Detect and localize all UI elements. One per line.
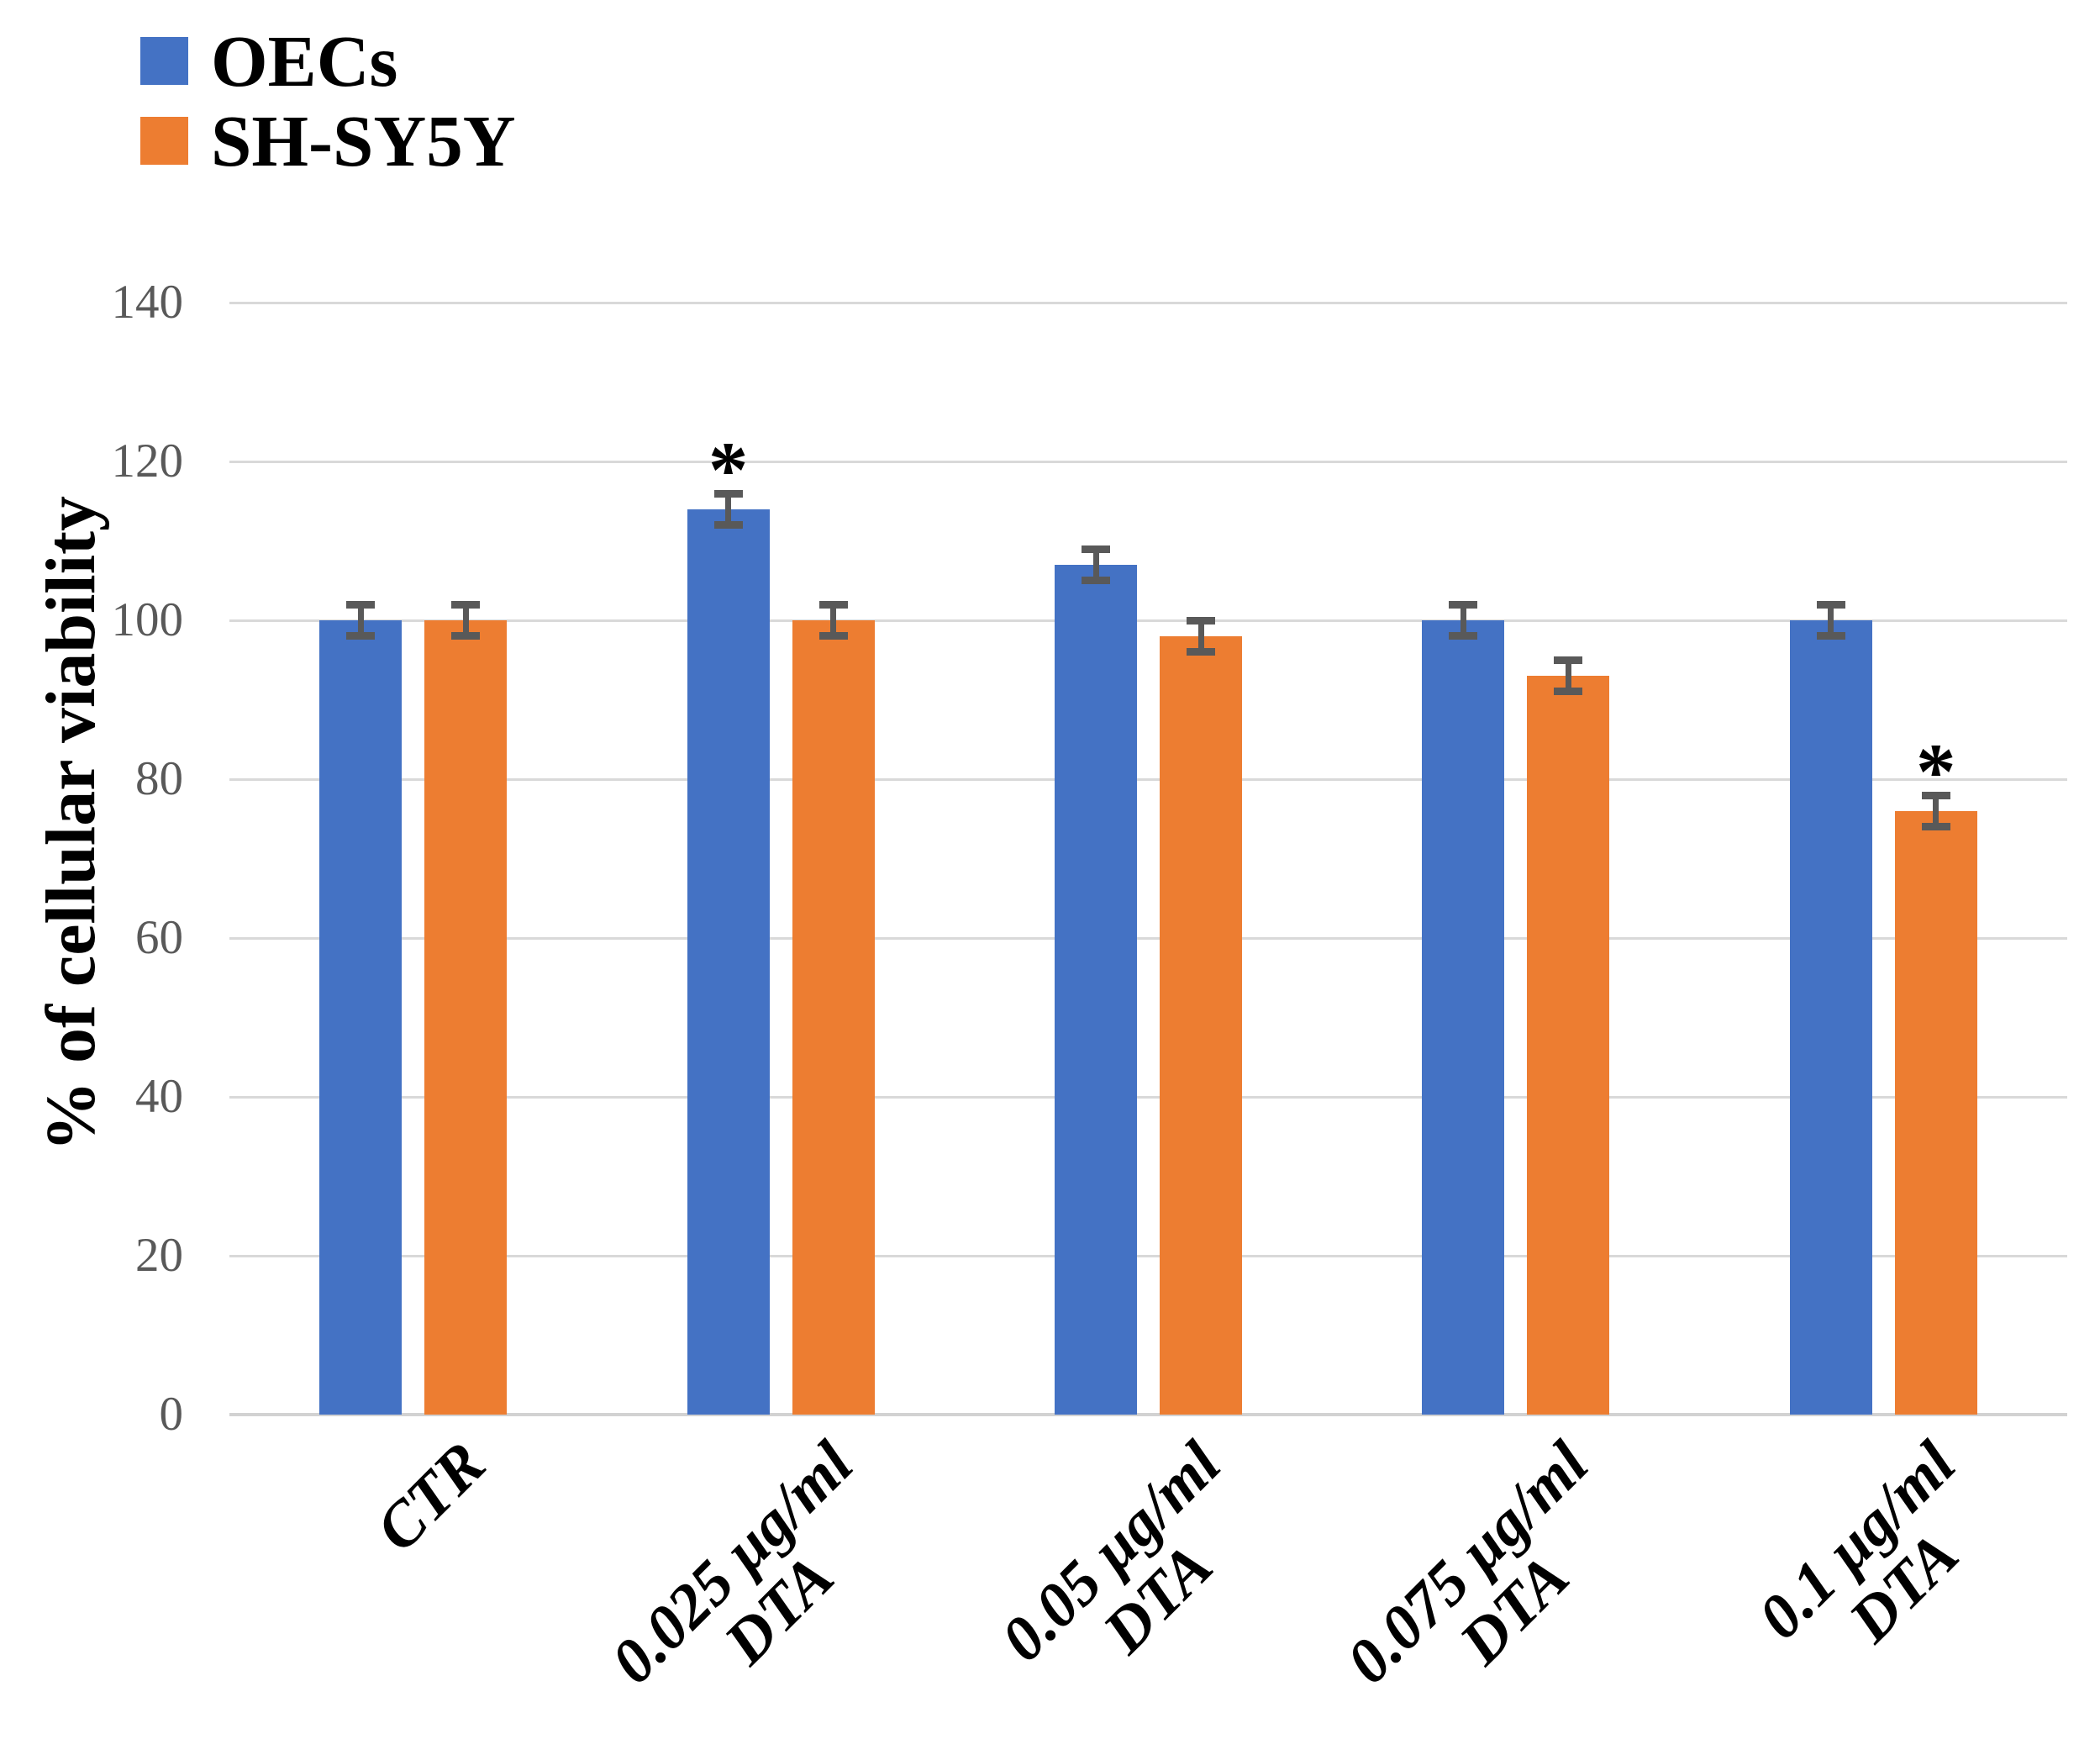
gridline-140	[229, 301, 2067, 304]
gridline-60	[229, 936, 2067, 940]
error-bar-cap-bottom-oecs-0.075-g-ml	[1449, 631, 1478, 640]
x-tick-label-0.025-g-ml: 0.025 µg/ml DTA	[598, 1429, 913, 1743]
bar-sh-sy5y-0.075-g-ml	[1527, 676, 1610, 1415]
y-tick-label-100: 100	[111, 593, 184, 646]
error-bar-cap-bottom-sh-sy5y-0.1-g-ml	[1921, 822, 1950, 830]
legend-item-oecs: OECs	[140, 21, 516, 101]
x-tick-label-0.05-g-ml: 0.05 µg/ml DTA	[988, 1429, 1280, 1721]
legend-label-shsy5y: SH-SY5Y	[211, 100, 516, 182]
error-bar-cap-top-sh-sy5y-ctr	[451, 601, 481, 609]
gridline-40	[229, 1095, 2067, 1099]
y-tick-label-80: 80	[135, 752, 183, 805]
error-bar-cap-bottom-oecs-ctr	[346, 631, 376, 640]
error-bar-oecs-0.075-g-ml	[1460, 604, 1466, 636]
error-bar-cap-bottom-sh-sy5y-ctr	[451, 631, 481, 640]
bar-sh-sy5y-0.05-g-ml	[1160, 635, 1242, 1415]
error-bar-cap-bottom-sh-sy5y-0.05-g-ml	[1187, 647, 1215, 656]
legend-swatch-oecs-icon	[140, 37, 188, 85]
x-axis-line	[229, 1413, 2067, 1416]
x-tick-label-ctr: CTR	[362, 1428, 499, 1565]
error-bar-cap-top-sh-sy5y-0.025-g-ml	[818, 601, 848, 609]
error-bar-sh-sy5y-0.075-g-ml	[1565, 660, 1571, 693]
error-bar-cap-bottom-sh-sy5y-0.075-g-ml	[1554, 688, 1583, 696]
bar-sh-sy5y-ctr	[424, 620, 508, 1415]
error-bar-oecs-0.1-g-ml	[1828, 604, 1834, 636]
x-tick-label-0.1-g-ml: 0.1 µg/ml DTA	[1745, 1429, 2015, 1699]
error-bar-cap-bottom-oecs-0.025-g-ml	[713, 520, 743, 529]
bar-oecs-ctr	[319, 620, 403, 1415]
error-bar-oecs-0.025-g-ml	[725, 493, 732, 525]
error-bar-cap-top-sh-sy5y-0.075-g-ml	[1554, 656, 1583, 665]
error-bar-cap-bottom-oecs-0.1-g-ml	[1816, 631, 1845, 640]
error-bar-cap-bottom-oecs-0.05-g-ml	[1082, 576, 1110, 584]
legend-swatch-shsy5y-icon	[140, 117, 188, 165]
bar-oecs-0.025-g-ml	[687, 509, 770, 1415]
error-bar-oecs-ctr	[357, 604, 364, 636]
error-bar-sh-sy5y-0.1-g-ml	[1933, 794, 1939, 827]
error-bar-cap-top-oecs-ctr	[346, 601, 376, 609]
gridline-80	[229, 777, 2067, 781]
error-bar-cap-top-sh-sy5y-0.1-g-ml	[1921, 791, 1950, 799]
y-tick-label-40: 40	[135, 1070, 183, 1123]
y-tick-label-0: 0	[159, 1388, 184, 1441]
gridline-120	[229, 460, 2067, 463]
bar-sh-sy5y-0.1-g-ml	[1894, 810, 1977, 1415]
legend: OECs SH-SY5Y	[140, 21, 516, 181]
error-bar-sh-sy5y-0.025-g-ml	[830, 604, 837, 636]
gridline-20	[229, 1254, 2067, 1257]
y-tick-label-120: 120	[111, 435, 184, 488]
y-tick-label-20: 20	[135, 1229, 183, 1282]
error-bar-cap-top-sh-sy5y-0.05-g-ml	[1187, 617, 1215, 625]
error-bar-cap-top-oecs-0.05-g-ml	[1082, 545, 1110, 553]
error-bar-cap-bottom-sh-sy5y-0.025-g-ml	[818, 631, 848, 640]
y-tick-label-140: 140	[111, 276, 184, 329]
bar-oecs-0.05-g-ml	[1055, 564, 1137, 1415]
legend-item-shsy5y: SH-SY5Y	[140, 101, 516, 181]
significance-asterisk-sh-sy5y-0.1-g-ml: *	[1916, 726, 1956, 816]
x-tick-label-ctr-line-1: CTR	[362, 1428, 499, 1565]
error-bar-cap-top-oecs-0.075-g-ml	[1449, 601, 1478, 609]
error-bar-cap-top-oecs-0.1-g-ml	[1816, 601, 1845, 609]
error-bar-sh-sy5y-ctr	[462, 604, 469, 636]
bar-oecs-0.075-g-ml	[1422, 620, 1505, 1415]
error-bar-cap-top-oecs-0.025-g-ml	[713, 489, 743, 498]
bar-oecs-0.1-g-ml	[1789, 620, 1872, 1415]
x-tick-label-0.075-g-ml: 0.075 µg/ml DTA	[1333, 1429, 1648, 1743]
gridline-100	[229, 619, 2067, 622]
error-bar-oecs-0.05-g-ml	[1092, 548, 1099, 581]
significance-asterisk-oecs-0.025-g-ml: *	[708, 424, 749, 514]
bar-sh-sy5y-0.025-g-ml	[792, 620, 875, 1415]
error-bar-sh-sy5y-0.05-g-ml	[1197, 620, 1204, 652]
y-tick-label-60: 60	[135, 911, 183, 964]
legend-label-oecs: OECs	[211, 20, 398, 102]
